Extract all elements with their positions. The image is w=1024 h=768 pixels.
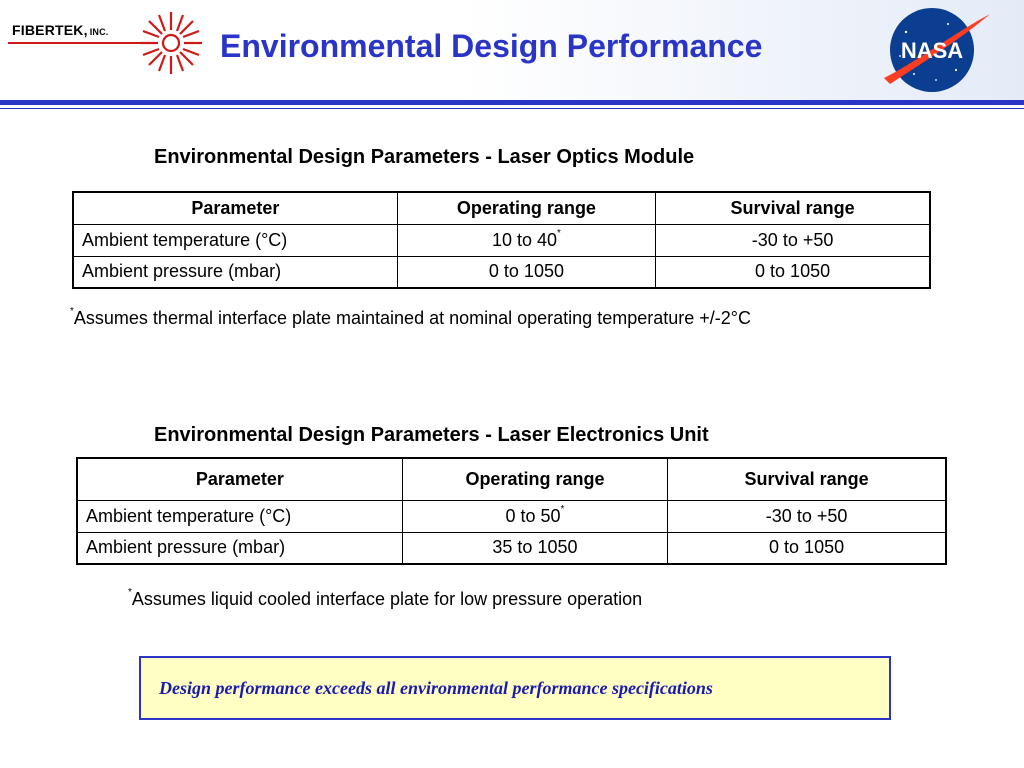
column-header: Survival range xyxy=(667,457,947,501)
survival-cell: -30 to +50 xyxy=(667,499,947,533)
starburst-icon xyxy=(140,12,202,74)
operating-cell: 35 to 1050 xyxy=(401,531,669,565)
survival-cell: 0 to 1050 xyxy=(655,255,931,289)
optics-table-title: Environmental Design Parameters - Laser … xyxy=(154,146,695,168)
fibertek-logo: FIBERTEK, INC. xyxy=(8,8,208,74)
nasa-logo: NASA xyxy=(884,8,990,92)
table-header-row: Parameter Operating range Survival range xyxy=(76,457,947,501)
electronics-table-title: Environmental Design Parameters - Laser … xyxy=(154,424,709,446)
table-row: Ambient pressure (mbar) 35 to 1050 0 to … xyxy=(76,531,947,565)
survival-cell: 0 to 1050 xyxy=(667,531,947,565)
footnote-mark: * xyxy=(557,227,561,239)
operating-cell: 0 to 50* xyxy=(401,499,669,533)
table-header-row: Parameter Operating range Survival range xyxy=(72,191,931,225)
nasa-logo-text: NASA xyxy=(901,38,963,63)
parameter-cell: Ambient temperature (°C) xyxy=(72,223,398,257)
footnote-mark: * xyxy=(560,503,565,515)
header-rule-thick xyxy=(0,100,1024,105)
parameter-cell: Ambient pressure (mbar) xyxy=(76,531,403,565)
slide-header: FIBERTEK, INC. Environmental Design Perfo… xyxy=(0,0,1024,100)
fibertek-logo-text: FIBERTEK, INC. xyxy=(12,22,109,38)
optics-footnote: *Assumes thermal interface plate maintai… xyxy=(70,306,751,328)
fibertek-logo-underline xyxy=(8,42,158,44)
operating-cell: 0 to 1050 xyxy=(396,255,657,289)
summary-callout-text: Design performance exceeds all environme… xyxy=(159,678,713,698)
electronics-footnote: *Assumes liquid cooled interface plate f… xyxy=(128,587,643,609)
header-rule-thin xyxy=(0,108,1024,109)
parameter-cell: Ambient pressure (mbar) xyxy=(72,255,398,289)
table-row: Ambient pressure (mbar) 0 to 1050 0 to 1… xyxy=(72,255,931,289)
table-row: Ambient temperature (°C) 10 to 40* -30 t… xyxy=(72,223,931,257)
column-header: Operating range xyxy=(396,191,657,225)
electronics-table: Parameter Operating range Survival range… xyxy=(76,457,947,565)
column-header: Survival range xyxy=(655,191,931,225)
survival-cell: -30 to +50 xyxy=(655,223,931,257)
page-title: Environmental Design Performance xyxy=(220,28,763,64)
column-header: Parameter xyxy=(72,191,398,225)
column-header: Operating range xyxy=(401,457,669,501)
parameter-cell: Ambient temperature (°C) xyxy=(76,499,403,533)
column-header: Parameter xyxy=(76,457,403,501)
table-row: Ambient temperature (°C) 0 to 50* -30 to… xyxy=(76,499,947,533)
operating-cell: 10 to 40* xyxy=(396,223,657,257)
summary-callout: Design performance exceeds all environme… xyxy=(139,656,891,720)
optics-table: Parameter Operating range Survival range… xyxy=(72,191,931,289)
